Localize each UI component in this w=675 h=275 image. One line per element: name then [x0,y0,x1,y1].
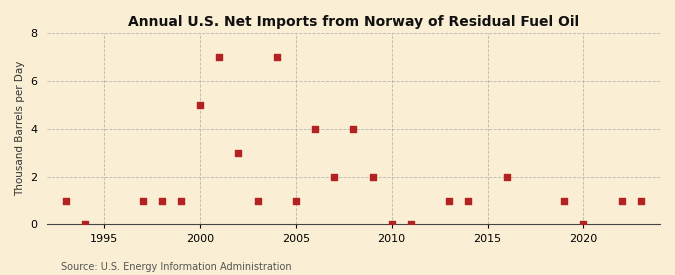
Point [61,198,72,203]
Point [252,198,263,203]
Point [157,198,167,203]
Point [271,55,282,59]
Point [310,126,321,131]
Point [616,198,627,203]
Title: Annual U.S. Net Imports from Norway of Residual Fuel Oil: Annual U.S. Net Imports from Norway of R… [128,15,579,29]
Point [635,198,646,203]
Point [463,198,474,203]
Point [137,198,148,203]
Point [233,150,244,155]
Point [348,126,358,131]
Text: Source: U.S. Energy Information Administration: Source: U.S. Energy Information Administ… [61,262,292,272]
Point [406,222,416,227]
Point [443,198,454,203]
Point [367,174,378,179]
Point [578,222,589,227]
Point [176,198,186,203]
Point [329,174,340,179]
Point [386,222,397,227]
Point [214,55,225,59]
Y-axis label: Thousand Barrels per Day: Thousand Barrels per Day [15,61,25,196]
Point [502,174,512,179]
Point [290,198,301,203]
Point [559,198,570,203]
Point [194,103,205,107]
Point [80,222,90,227]
